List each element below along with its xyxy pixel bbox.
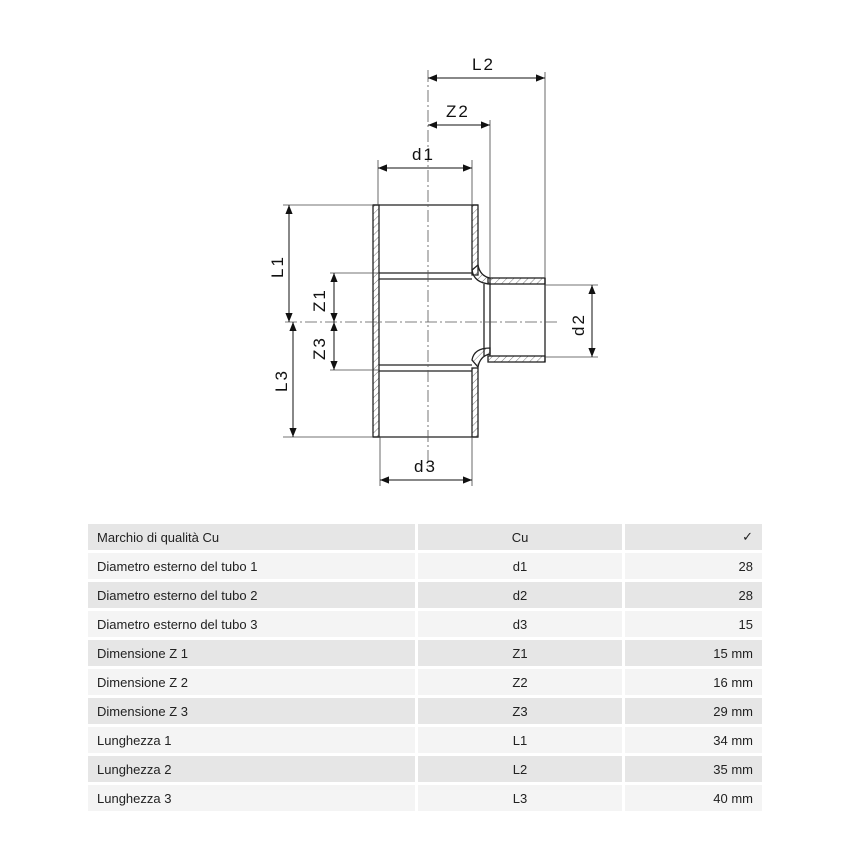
spec-name: Diametro esterno del tubo 1	[88, 553, 415, 582]
spec-symbol: d3	[418, 611, 622, 640]
spec-value: 28	[625, 553, 762, 582]
spec-name: Lunghezza 2	[88, 756, 415, 785]
spec-value: 15	[625, 611, 762, 640]
specifications-table-body: Marchio di qualità Cu Cu ✓ Diametro esterno…	[88, 524, 762, 814]
spec-name: Diametro esterno del tubo 2	[88, 582, 415, 611]
spec-symbol: Z2	[418, 669, 622, 698]
spec-value: 28	[625, 582, 762, 611]
dimension-labels: L2 Z2 d1 d3 L1 Z1 Z3 L3 d2	[268, 55, 588, 476]
spec-name: Lunghezza 3	[88, 785, 415, 814]
label-Z2: Z2	[446, 102, 470, 121]
spec-symbol: L1	[418, 727, 622, 756]
label-Z1: Z1	[310, 288, 329, 312]
spec-symbol: Z1	[418, 640, 622, 669]
label-d3: d3	[414, 457, 437, 476]
spec-value: 29 mm	[625, 698, 762, 727]
spec-value: 34 mm	[625, 727, 762, 756]
fitting-body	[372, 204, 546, 438]
spec-value: ✓	[625, 524, 762, 553]
spec-value: 16 mm	[625, 669, 762, 698]
label-d1: d1	[412, 145, 435, 164]
spec-name: Dimensione Z 1	[88, 640, 415, 669]
table-row: Diametro esterno del tubo 3 d3 15	[88, 611, 762, 640]
label-L1: L1	[268, 255, 287, 278]
label-d2: d2	[569, 313, 588, 336]
table-row: Lunghezza 3 L3 40 mm	[88, 785, 762, 814]
spec-value: 40 mm	[625, 785, 762, 814]
table-row: Lunghezza 1 L1 34 mm	[88, 727, 762, 756]
spec-symbol: d1	[418, 553, 622, 582]
spec-name: Dimensione Z 3	[88, 698, 415, 727]
spec-symbol: d2	[418, 582, 622, 611]
specifications-table: Marchio di qualità Cu Cu ✓ Diametro esterno…	[85, 524, 765, 814]
table-row: Dimensione Z 2 Z2 16 mm	[88, 669, 762, 698]
label-L2: L2	[472, 55, 495, 74]
spec-value: 35 mm	[625, 756, 762, 785]
table-row: Diametro esterno del tubo 1 d1 28	[88, 553, 762, 582]
center-lines	[285, 70, 560, 470]
table-row: Marchio di qualità Cu Cu ✓	[88, 524, 762, 553]
spec-symbol: Cu	[418, 524, 622, 553]
tee-fitting-drawing: L2 Z2 d1 d3 L1 Z1 Z3 L3 d2	[268, 55, 598, 486]
table-row: Dimensione Z 1 Z1 15 mm	[88, 640, 762, 669]
label-L3: L3	[272, 369, 291, 392]
spec-name: Diametro esterno del tubo 3	[88, 611, 415, 640]
table-row: Dimensione Z 3 Z3 29 mm	[88, 698, 762, 727]
spec-symbol: L3	[418, 785, 622, 814]
label-Z3: Z3	[310, 336, 329, 360]
spec-name: Marchio di qualità Cu	[88, 524, 415, 553]
spec-value: 15 mm	[625, 640, 762, 669]
dimension-lines	[285, 74, 596, 484]
table-row: Diametro esterno del tubo 2 d2 28	[88, 582, 762, 611]
spec-symbol: Z3	[418, 698, 622, 727]
spec-name: Dimensione Z 2	[88, 669, 415, 698]
table-row: Lunghezza 2 L2 35 mm	[88, 756, 762, 785]
spec-name: Lunghezza 1	[88, 727, 415, 756]
spec-symbol: L2	[418, 756, 622, 785]
